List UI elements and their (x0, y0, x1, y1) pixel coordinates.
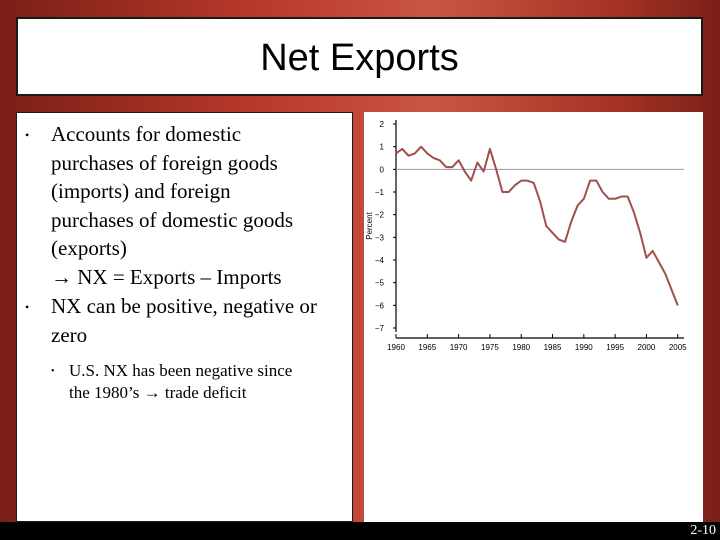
chart-panel: 2 1 0 −1 −2 −3 −4 −5 −6 −7 1960 1965 1970 1975 1980 198… (364, 112, 703, 522)
x-tick-label: 2005 (669, 343, 687, 352)
text-panel: • Accounts for domestic purchases of for… (16, 112, 353, 522)
net-exports-chart: 2 1 0 −1 −2 −3 −4 −5 −6 −7 1960 1965 1970 1975 1980 198… (365, 120, 687, 352)
y-tick-label: 1 (380, 143, 385, 152)
x-tick-label: 1995 (606, 343, 624, 352)
bullet-line: → NX = Exports – Imports (51, 264, 282, 289)
bullet-dot-icon: • (25, 300, 30, 314)
slide-title: Net Exports (260, 37, 459, 79)
x-tick-label: 1980 (512, 343, 530, 352)
y-tick-label: −3 (375, 233, 385, 242)
bullet-line: (exports) (51, 236, 127, 261)
title-box: Net Exports (16, 17, 703, 96)
bullet-line: NX can be positive, negative or (51, 294, 317, 318)
bullet-line: purchases of foreign goods (51, 150, 278, 175)
x-tick-label: 1985 (544, 343, 562, 352)
sub-bullet-line: U.S. NX has been negative since (69, 361, 293, 380)
bullet-line: purchases of domestic goods (51, 207, 294, 232)
x-tick-label: 1970 (450, 343, 468, 352)
x-tick-label: 1975 (481, 343, 499, 352)
bullet-text: NX can be positive, negative or zero (51, 292, 356, 349)
net-exports-series-line (395, 145, 679, 306)
sub-bullet-dot-icon: • (51, 366, 55, 377)
bullet-line: zero (51, 322, 88, 347)
y-tick-label: −5 (375, 279, 385, 288)
y-tick-label: −1 (375, 188, 385, 197)
y-tick-label: −2 (375, 211, 385, 220)
sub-bullet-text: U.S. NX has been negative since the 1980… (69, 360, 339, 404)
slide-number: 2-10 (690, 523, 716, 538)
y-axis-label: Percent (365, 211, 374, 239)
bullet-dot-icon: • (25, 128, 30, 142)
y-tick-label: −6 (375, 301, 385, 310)
y-tick-label: 2 (380, 120, 385, 129)
bullet-line: Accounts for domestic (51, 122, 242, 146)
bottom-bar: 2-10 (0, 522, 720, 540)
bullet-text: Accounts for domestic purchases of forei… (51, 120, 356, 292)
x-tick-label: 2000 (638, 343, 656, 352)
sub-bullet-line: the 1980’s → trade deficit (69, 383, 247, 402)
x-tick-label: 1960 (387, 343, 405, 352)
x-tick-label: 1965 (418, 343, 436, 352)
y-tick-label: −7 (375, 324, 385, 333)
y-tick-label: −4 (375, 256, 385, 265)
y-tick-label: 0 (380, 165, 385, 174)
x-tick-label: 1990 (575, 343, 593, 352)
bullet-line: (imports) and foreign (51, 179, 231, 204)
